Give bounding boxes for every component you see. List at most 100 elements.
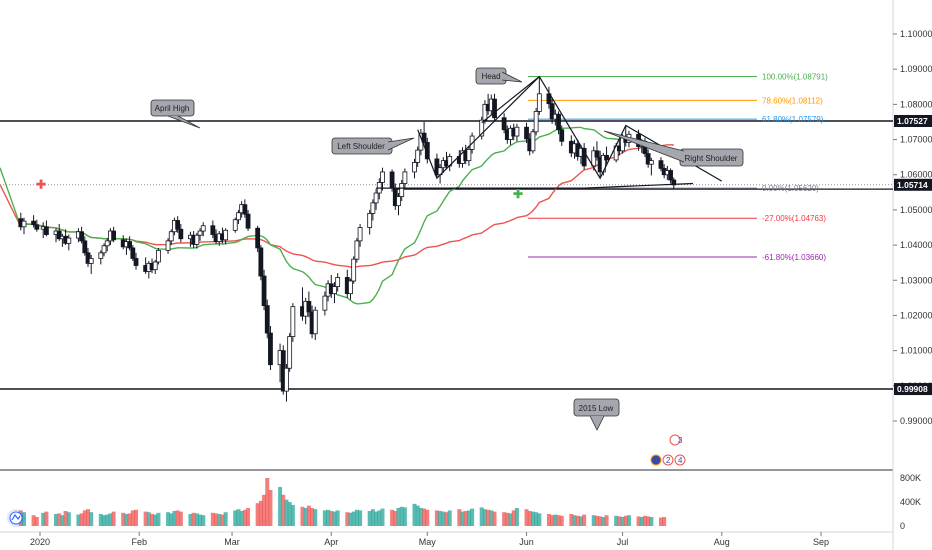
candle-body xyxy=(514,126,520,137)
candle-body xyxy=(424,141,430,160)
candle-body xyxy=(604,154,609,161)
volume-bar xyxy=(242,509,247,526)
volume-bar xyxy=(41,512,46,526)
volume-bar xyxy=(572,515,577,526)
callout-head[interactable]: Head xyxy=(475,67,523,85)
event-marker[interactable] xyxy=(669,434,681,446)
volume-bar xyxy=(646,516,651,526)
time-axis-label: Mar xyxy=(224,537,240,547)
candle-body xyxy=(357,227,363,242)
fibonacci-retracement[interactable]: 100.00%(1.08791) 78.60%(1.08112) 61.80%(1.… xyxy=(528,73,828,263)
time-axis[interactable]: 2020 Feb Mar Apr May Jun Jul Aug Sep xyxy=(30,532,829,547)
candle-body xyxy=(261,275,267,307)
volume-bar xyxy=(569,514,574,526)
volume-bar xyxy=(505,512,510,526)
time-axis-label: Sep xyxy=(813,537,829,547)
head-and-shoulders-pattern[interactable] xyxy=(376,75,723,189)
volume-bar xyxy=(44,511,49,526)
candle-body xyxy=(290,306,296,337)
volume-bar xyxy=(175,510,180,526)
candle-body xyxy=(648,160,654,165)
volume-bar xyxy=(463,511,468,526)
candle-body xyxy=(44,226,49,235)
callout-pointer xyxy=(603,130,685,163)
volume-bar xyxy=(524,509,529,526)
candle-body xyxy=(668,170,673,181)
candle-body xyxy=(479,119,485,137)
volume-bar xyxy=(60,515,65,526)
candle-body xyxy=(232,219,238,231)
candle-body xyxy=(79,231,85,242)
volume-bar xyxy=(172,511,177,526)
volume-bar xyxy=(303,508,308,526)
volume-bar xyxy=(422,508,427,526)
candle-body xyxy=(380,171,385,183)
volume-bar xyxy=(534,512,539,526)
candle-body xyxy=(591,150,597,167)
head-shoulders-outline xyxy=(417,75,723,182)
volume-bar xyxy=(578,516,583,526)
volume-bar xyxy=(457,509,462,526)
volume-bar xyxy=(393,511,398,526)
candle-body xyxy=(312,309,318,335)
volume-bar xyxy=(262,494,267,526)
candle-body xyxy=(178,228,184,240)
callout-pointer xyxy=(501,71,523,83)
volume-bar xyxy=(258,500,263,526)
event-markers[interactable]: 3 2 4 xyxy=(650,434,686,466)
callout-label: 2015 Low xyxy=(579,404,614,413)
callout-april-high[interactable]: April High xyxy=(150,99,201,129)
fib-level-label: -61.80%(1.03660) xyxy=(762,253,826,262)
volume-bar xyxy=(66,512,71,526)
volume-bar xyxy=(601,517,606,526)
volume-bar xyxy=(639,517,644,526)
volume-bar xyxy=(86,509,91,526)
volume-bar xyxy=(514,508,519,526)
candle-body xyxy=(367,213,373,228)
volume-bar xyxy=(351,511,356,526)
volume-bar xyxy=(313,509,318,526)
callout-left-shoulder[interactable]: Left Shoulder xyxy=(331,137,415,155)
volume-bar xyxy=(598,516,603,526)
volume-bar xyxy=(34,517,39,526)
volume-bar xyxy=(210,512,215,526)
volume-bar xyxy=(326,509,331,526)
callout-pointer xyxy=(589,415,605,431)
volume-bar xyxy=(188,514,193,526)
tradingview-logo-icon[interactable] xyxy=(7,509,25,527)
candle-body xyxy=(389,171,395,189)
volume-bar xyxy=(281,494,286,526)
event-marker[interactable] xyxy=(674,454,686,466)
candle-body xyxy=(236,212,241,221)
volume-bar xyxy=(265,478,270,526)
event-marker-label: 3 xyxy=(678,436,683,445)
price-tag-label: 0.99908 xyxy=(897,384,928,394)
volume-bar xyxy=(658,517,663,526)
volume-bar xyxy=(636,516,641,526)
volume-bar xyxy=(466,510,471,526)
event-marker[interactable] xyxy=(662,454,674,466)
volume-bar xyxy=(300,506,305,526)
callout-right-shoulder[interactable]: Right Shoulder xyxy=(603,130,744,167)
callout-label: Head xyxy=(481,72,500,81)
time-axis-label: 2020 xyxy=(30,537,50,547)
candle-body xyxy=(245,213,251,229)
volume-bar xyxy=(214,513,219,526)
volume-bar xyxy=(354,509,359,526)
callout-2015-low[interactable]: 2015 Low xyxy=(573,398,620,431)
volume-bar xyxy=(559,515,564,526)
event-marker[interactable] xyxy=(650,454,662,466)
volume-bar xyxy=(345,512,350,526)
volume-bar xyxy=(396,508,401,526)
candle-body xyxy=(66,237,72,244)
volume-bar xyxy=(380,508,385,526)
candle-body xyxy=(466,148,472,162)
volume-bar xyxy=(191,512,196,526)
candle-body xyxy=(264,305,270,334)
volume-bar xyxy=(198,514,203,526)
candle-body xyxy=(556,113,561,131)
volume-bar xyxy=(348,512,353,526)
volume-bar xyxy=(223,512,228,526)
volume-bar xyxy=(150,514,155,526)
